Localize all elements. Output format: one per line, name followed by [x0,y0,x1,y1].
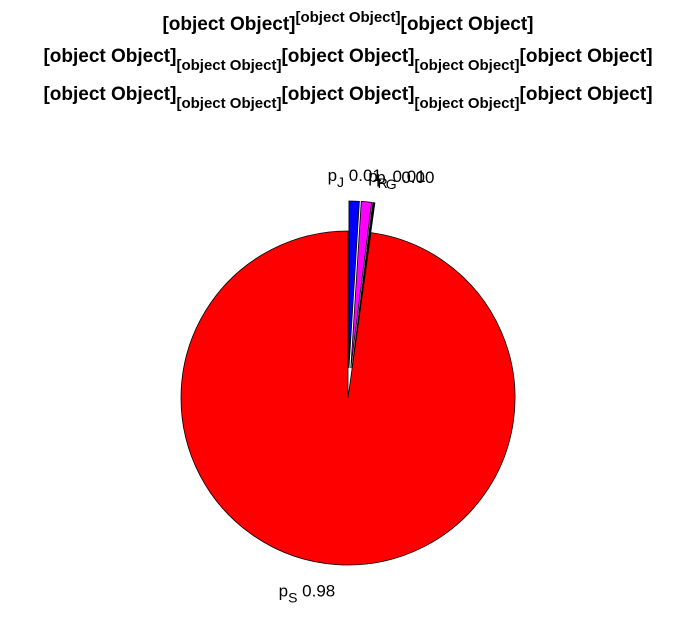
label-name: p [368,167,377,186]
chart-title: [object Object][object Object][object Ob… [43,84,652,112]
slice-label: pG 0.00 [376,168,434,192]
label-value: 0.98 [302,582,335,601]
title-part: [object Object] [520,46,653,67]
title-part: [object Object] [43,84,176,105]
title-part: [object Object] [43,46,176,67]
label-sub: R [378,175,388,191]
label-sub: G [386,176,397,192]
label-sub: S [288,590,297,606]
title-part: [object Object] [415,57,520,74]
title-part: [object Object] [281,46,414,67]
title-part: [object Object] [176,57,281,74]
label-value: 0.01 [349,166,382,185]
label-name: p [328,166,337,185]
label-sub: J [337,174,344,190]
label-name: p [376,168,385,187]
chart-title: [object Object][object Object][object Ob… [162,9,533,35]
title-part: [object Object] [295,9,400,26]
chart-title: [object Object][object Object][object Ob… [43,46,652,74]
slice-label: pS 0.98 [279,582,336,606]
title-part: [object Object] [415,95,520,112]
title-part: [object Object] [281,84,414,105]
label-name: p [279,582,288,601]
title-part: [object Object] [162,14,295,35]
pie-slice [180,230,516,566]
pie-slice [350,201,373,369]
slice-label: pJ 0.01 [328,166,382,190]
pie-slice [348,200,360,369]
title-part: [object Object] [176,95,281,112]
label-value: 0.00 [401,168,434,187]
title-part: [object Object] [520,84,653,105]
slice-label: pR 0.01 [368,167,425,191]
label-value: 0.01 [393,167,426,186]
title-part: [object Object] [401,14,534,35]
